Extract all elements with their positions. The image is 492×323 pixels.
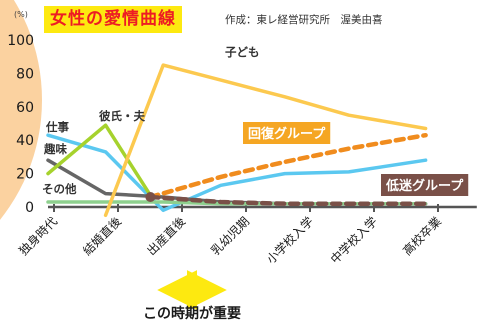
series-line-彼氏・夫 [46,123,153,198]
x-tick-label: 小学校入学 [263,214,316,267]
series-line-回復グループ [148,132,428,200]
y-unit-label: (%) [14,10,28,19]
series-line-子ども [103,63,428,218]
x-tick-label: 結婚直後 [80,214,124,258]
series-label-その他: その他 [42,182,77,196]
y-tick-label: 100 [7,33,34,49]
y-tick-label: 60 [16,100,34,116]
series-label-text: 回復グループ [248,126,326,142]
series-label-趣味: 趣味 [43,142,67,156]
series-label-text: 低迷グループ [385,178,464,194]
decor-circle [0,0,42,220]
y-tick-label: 20 [16,167,34,183]
series-label-box [243,122,331,144]
series-label-彼氏・夫: 彼氏・夫 [99,109,145,123]
x-tick-label: 乳幼児期 [208,214,252,258]
y-tick-label: 0 [25,200,34,216]
x-tick-label: 独身時代 [16,214,61,259]
series-label-低迷グループ: 低迷グループ [381,174,469,196]
split-point-marker [145,191,156,202]
series-label-回復グループ: 回復グループ [243,122,331,144]
series-label-box [381,174,469,196]
annotation-text: この時期が重要 [143,305,241,322]
x-tick-label: 中学校入学 [327,214,380,267]
y-tick-label: 80 [16,66,34,82]
series-label-仕事: 仕事 [45,120,69,134]
y-tick-label: 40 [16,133,34,149]
series-line-仕事 [46,133,428,213]
chart-credit: 作成：東レ経営研究所 渥美由喜 [225,14,383,26]
chart-title: 女性の愛情曲線 [44,6,182,33]
series-line-低迷グループ [148,194,428,206]
series-label-子ども: 子ども [225,45,260,59]
x-tick-label: 高校卒業 [400,214,445,259]
x-tick-label: 出産直後 [144,214,189,259]
